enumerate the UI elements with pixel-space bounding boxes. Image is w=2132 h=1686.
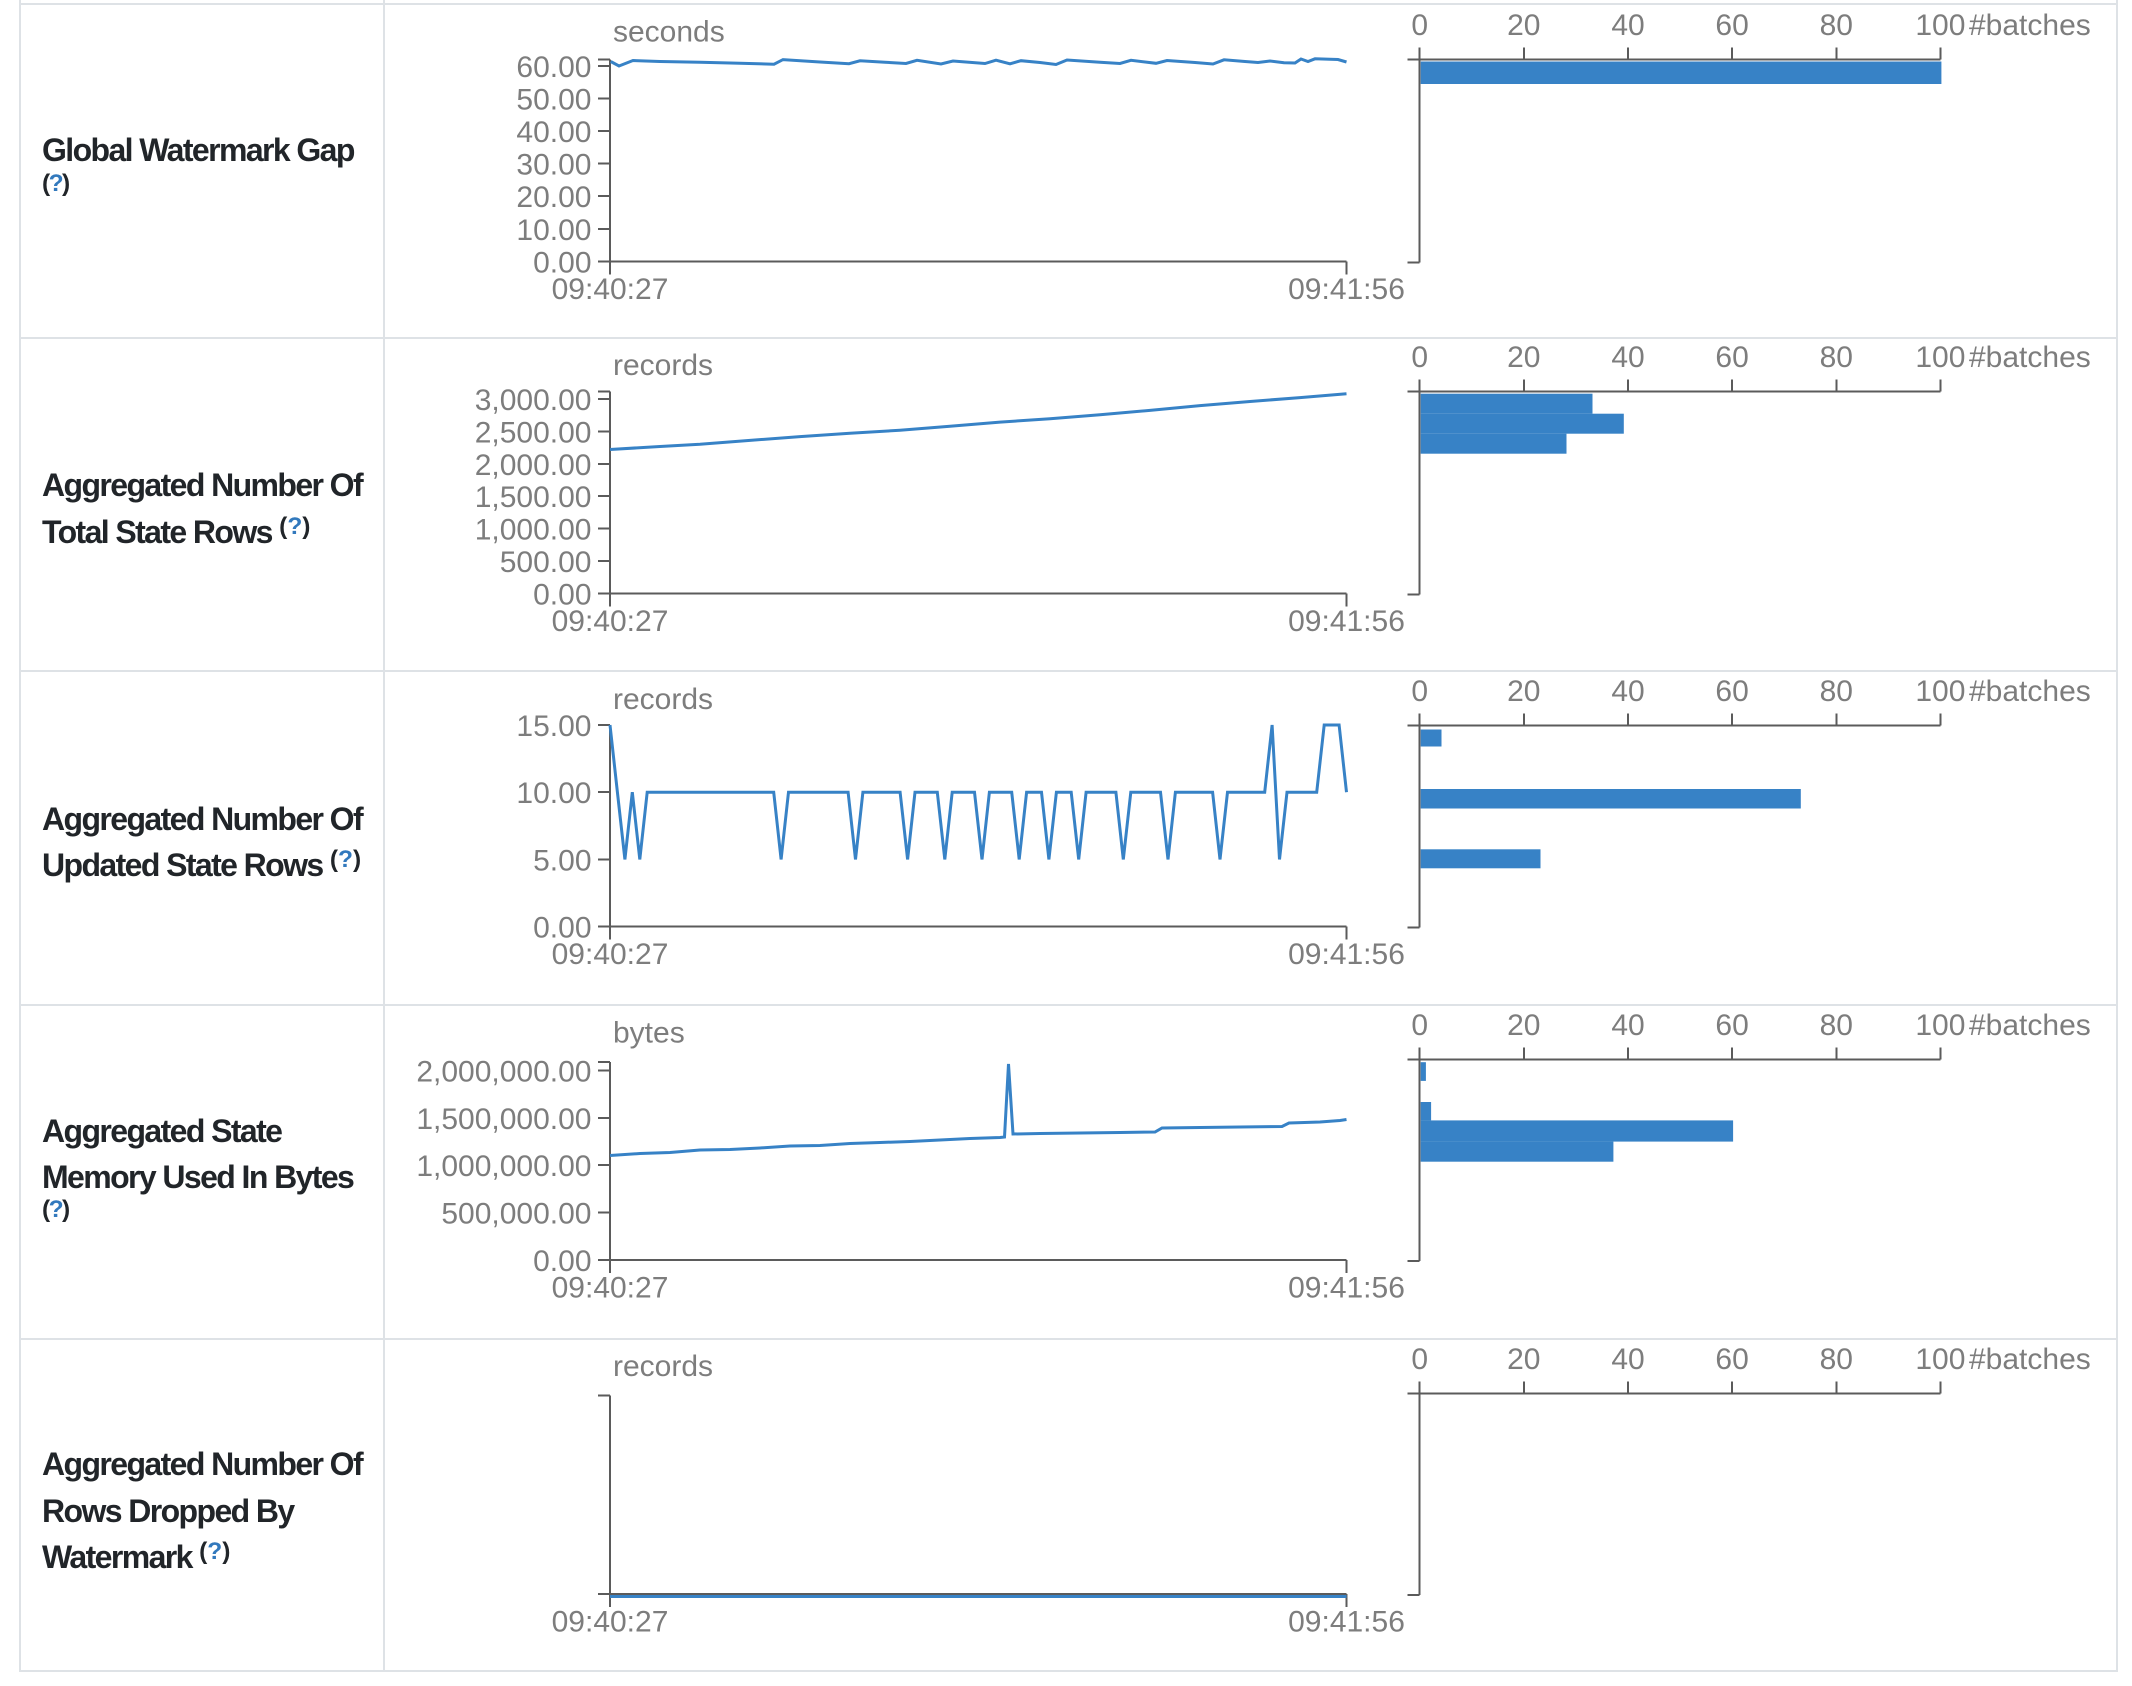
svg-text:10.00: 10.00 [516,214,591,247]
svg-text:bytes: bytes [613,1017,685,1050]
svg-text:20.00: 20.00 [516,181,591,214]
svg-text:100: 100 [1915,341,1965,374]
svg-text:60.00: 60.00 [516,51,591,84]
svg-text:15.00: 15.00 [516,710,591,743]
svg-text:2,500.00: 2,500.00 [475,416,592,449]
svg-text:500.00: 500.00 [500,546,592,579]
svg-text:20: 20 [1507,675,1540,708]
svg-text:seconds: seconds [613,16,725,49]
svg-text:80: 80 [1820,9,1853,42]
svg-text:09:41:56: 09:41:56 [1288,273,1405,306]
svg-text:0.00: 0.00 [533,578,591,611]
svg-text:20: 20 [1507,9,1540,42]
svg-text:#batches: #batches [1969,1343,2091,1376]
svg-text:2,000,000.00: 2,000,000.00 [416,1055,591,1088]
svg-text:100: 100 [1915,1009,1965,1042]
svg-text:09:41:56: 09:41:56 [1288,1272,1405,1305]
svg-text:0.00: 0.00 [533,912,591,945]
svg-text:50.00: 50.00 [516,83,591,116]
svg-text:1,500.00: 1,500.00 [475,481,592,514]
svg-text:40: 40 [1611,341,1644,374]
svg-text:1,500,000.00: 1,500,000.00 [416,1103,591,1136]
svg-text:40: 40 [1611,9,1644,42]
svg-text:records: records [613,349,713,382]
svg-text:60: 60 [1715,9,1748,42]
svg-text:80: 80 [1820,1009,1853,1042]
svg-text:20: 20 [1507,1009,1540,1042]
svg-text:100: 100 [1915,675,1965,708]
svg-text:09:41:56: 09:41:56 [1288,605,1405,638]
svg-text:40.00: 40.00 [516,116,591,149]
svg-text:#batches: #batches [1969,341,2091,374]
svg-text:80: 80 [1820,1343,1853,1376]
svg-text:09:40:27: 09:40:27 [552,938,669,971]
svg-text:2,000.00: 2,000.00 [475,449,592,482]
svg-text:0.00: 0.00 [533,1245,591,1278]
svg-text:80: 80 [1820,341,1853,374]
svg-text:0.00: 0.00 [533,246,591,279]
svg-text:60: 60 [1715,1009,1748,1042]
svg-text:60: 60 [1715,675,1748,708]
svg-text:40: 40 [1611,675,1644,708]
svg-text:60: 60 [1715,1343,1748,1376]
svg-text:40: 40 [1611,1343,1644,1376]
svg-text:500,000.00: 500,000.00 [441,1198,591,1231]
svg-text:1,000,000.00: 1,000,000.00 [416,1150,591,1183]
svg-text:5.00: 5.00 [533,844,591,877]
svg-text:40: 40 [1611,1009,1644,1042]
svg-text:100: 100 [1915,1343,1965,1376]
svg-text:0: 0 [1411,675,1428,708]
svg-text:0: 0 [1411,1343,1428,1376]
svg-text:records: records [613,683,713,716]
svg-text:#batches: #batches [1969,1009,2091,1042]
svg-text:100: 100 [1915,9,1965,42]
svg-text:09:40:27: 09:40:27 [552,1272,669,1305]
svg-text:10.00: 10.00 [516,777,591,810]
svg-text:20: 20 [1507,341,1540,374]
svg-text:#batches: #batches [1969,9,2091,42]
svg-text:0: 0 [1411,1009,1428,1042]
svg-text:60: 60 [1715,341,1748,374]
svg-text:records: records [613,1350,713,1383]
svg-text:09:41:56: 09:41:56 [1288,938,1405,971]
svg-text:09:41:56: 09:41:56 [1288,1606,1405,1639]
svg-text:09:40:27: 09:40:27 [552,1606,669,1639]
svg-text:30.00: 30.00 [516,149,591,182]
svg-text:0: 0 [1411,341,1428,374]
svg-text:80: 80 [1820,675,1853,708]
svg-text:3,000.00: 3,000.00 [475,384,592,417]
svg-text:20: 20 [1507,1343,1540,1376]
svg-text:1,000.00: 1,000.00 [475,514,592,547]
svg-text:#batches: #batches [1969,675,2091,708]
svg-text:0: 0 [1411,9,1428,42]
svg-text:09:40:27: 09:40:27 [552,273,669,306]
svg-text:09:40:27: 09:40:27 [552,605,669,638]
